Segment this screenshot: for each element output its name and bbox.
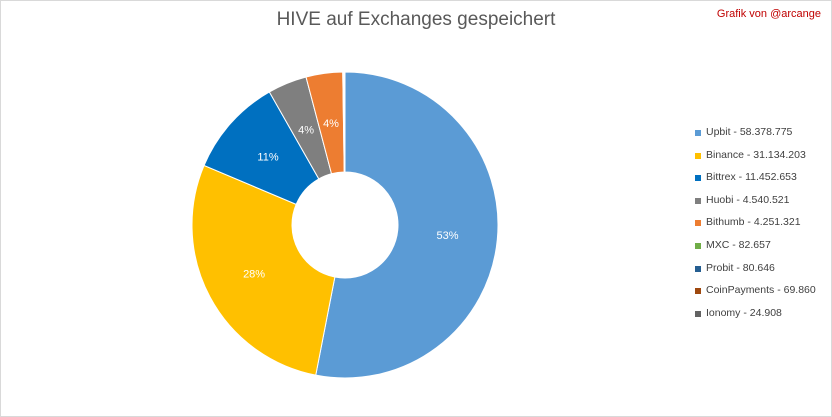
data-label-bithumb: 4%: [323, 118, 339, 130]
legend-label: Upbit - 58.378.775: [706, 126, 793, 138]
legend-label: Ionomy - 24.908: [706, 306, 782, 319]
data-label-upbit: 53%: [437, 230, 459, 242]
legend-swatch: [695, 220, 701, 227]
legend-label: MXC - 82.657: [706, 238, 771, 251]
legend-label: Probit - 80.646: [706, 261, 775, 274]
data-label-binance: 28%: [243, 268, 265, 280]
legend-swatch: [695, 242, 701, 249]
legend-label: Bithumb - 4.251.321: [706, 216, 801, 229]
data-label-huobi: 4%: [298, 125, 314, 137]
legend-label: Bittrex - 11.452.653: [706, 171, 797, 184]
slice-binance: [191, 164, 336, 376]
legend-swatch: [695, 288, 701, 295]
legend-swatch: [695, 175, 701, 182]
legend-swatch: [695, 152, 701, 159]
chart-title: HIVE auf Exchanges gespeichert: [276, 9, 556, 30]
slice-upbit: [315, 71, 499, 379]
legend-label: Binance - 31.134.203: [706, 148, 806, 161]
data-label-bittrex: 11%: [257, 152, 278, 164]
legend-swatch: [695, 130, 701, 136]
credit-label: Grafik von @arcange: [716, 8, 821, 20]
legend-label: CoinPayments - 69.860: [706, 284, 816, 297]
legend-swatch: [695, 197, 701, 204]
legend-label: Huobi - 4.540.521: [706, 193, 790, 206]
legend-swatch: [695, 265, 701, 272]
legend-swatch: [695, 310, 701, 317]
